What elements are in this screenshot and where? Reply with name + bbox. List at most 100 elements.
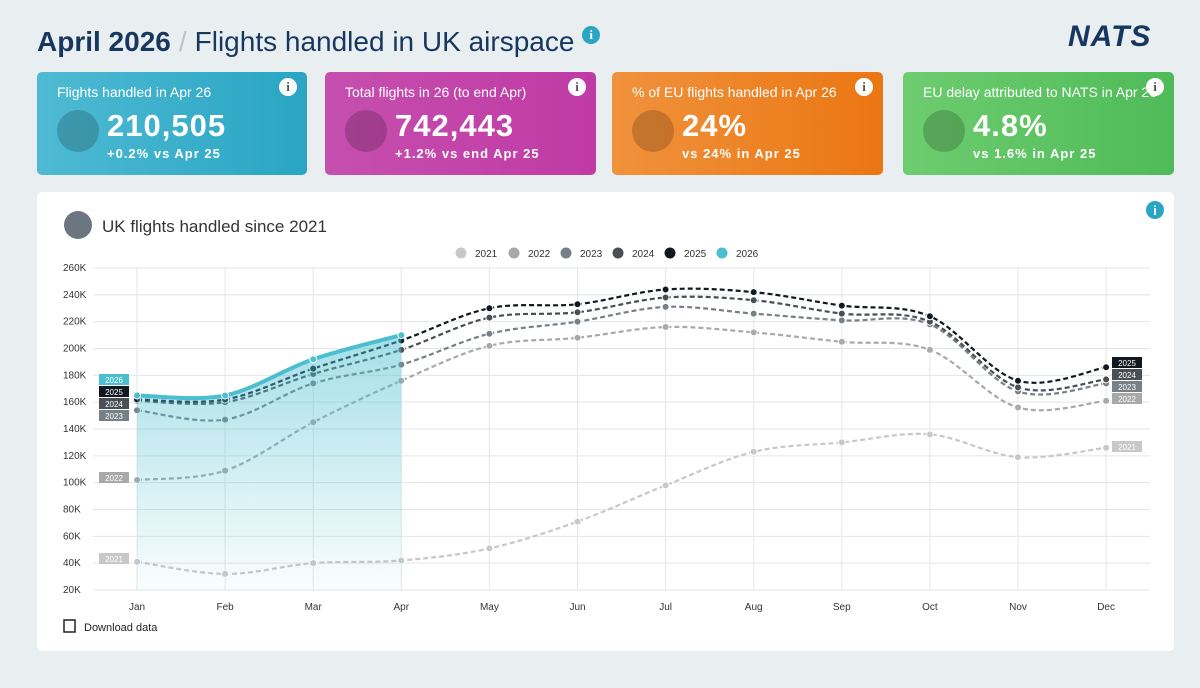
point: [573, 317, 582, 326]
point: [837, 337, 846, 346]
point: [1102, 396, 1111, 405]
point: [573, 333, 582, 342]
point: [309, 355, 318, 364]
x-tick-label: Apr: [394, 602, 410, 613]
info-icon[interactable]: i: [279, 78, 297, 96]
point: [837, 316, 846, 325]
point: [1014, 453, 1022, 462]
icon: [923, 110, 965, 152]
series-tag: [1112, 441, 1142, 452]
point: [1102, 375, 1111, 384]
series-line: [136, 333, 402, 401]
y-tick-label: 220K: [63, 317, 87, 328]
info-icon[interactable]: i: [568, 78, 586, 96]
series-tag-label: 2026: [105, 376, 123, 385]
series-line: [136, 325, 1107, 482]
legend-label: 2024: [632, 249, 655, 260]
area: [137, 335, 402, 590]
point: [749, 447, 758, 456]
separator: /: [178, 26, 187, 57]
point: [661, 293, 670, 302]
x-tick-label: Feb: [216, 602, 234, 613]
series-tag-label: 2024: [105, 400, 123, 409]
icon: [632, 110, 674, 152]
y-tick-label: 260K: [63, 263, 87, 274]
point: [485, 341, 494, 350]
series-tag-label: 2023: [1118, 383, 1136, 392]
y-tick-label: 100K: [63, 478, 87, 489]
point: [485, 304, 494, 313]
point: [221, 391, 230, 400]
legend-swatch: [664, 247, 676, 259]
card-change: vs 24% in Apr 25: [682, 146, 801, 161]
legend-swatch: [716, 247, 728, 259]
point: [573, 517, 582, 526]
download-icon[interactable]: [63, 619, 76, 633]
legend-item: 2023: [560, 247, 603, 260]
y-tick-label: 160K: [63, 397, 87, 408]
icon: [57, 110, 99, 152]
card-value: 210,505: [107, 108, 227, 143]
series-tag-label: 2025: [1118, 359, 1136, 368]
series-tag-label: 2023: [105, 412, 123, 421]
x-tick-label: Oct: [922, 602, 938, 613]
series-line: [136, 295, 1107, 405]
x-tick-label: Sep: [833, 602, 851, 613]
point: [749, 296, 758, 305]
kpi-card: Total flights in 26 (to end Apr) i 742,443…: [325, 72, 596, 175]
series-tag: [99, 386, 129, 397]
legend-label: 2021: [475, 249, 498, 260]
point: [925, 430, 934, 439]
chart-icon: [64, 211, 92, 239]
point: [133, 391, 141, 400]
point: [661, 481, 670, 490]
series-tag: [1112, 357, 1142, 368]
kpi-card: Flights handled in Apr 26 i 210,505 +0.2% v…: [37, 72, 307, 175]
x-tick-label: Dec: [1097, 602, 1115, 613]
legend-item: 2026: [716, 247, 759, 260]
series-tag-label: 2021: [1118, 443, 1136, 452]
y-tick-label: 180K: [63, 370, 87, 381]
x-tick-label: Nov: [1009, 602, 1027, 613]
info-icon[interactable]: [1146, 201, 1164, 219]
download-link[interactable]: Download data: [84, 622, 158, 634]
chart-title: UK flights handled since 2021: [102, 217, 327, 236]
series-tag-label: 2025: [105, 388, 123, 397]
info-icon[interactable]: i: [855, 78, 873, 96]
legend-swatch: [612, 247, 624, 259]
x-tick-label: Jul: [659, 602, 672, 613]
y-tick-label: 200K: [63, 344, 87, 355]
y-tick-label: 20K: [63, 585, 81, 596]
card-value: 4.8%: [973, 108, 1048, 143]
card-change: +0.2% vs Apr 25: [107, 146, 221, 161]
series-tag-label: 2022: [1118, 395, 1136, 404]
x-tick-label: Jun: [569, 602, 585, 613]
y-tick-label: 80K: [63, 505, 81, 516]
y-tick-label: 40K: [63, 558, 81, 569]
info-glyph[interactable]: i: [1153, 203, 1157, 218]
kpi-card: EU delay attributed to NATS in Apr 26 i 4.…: [903, 72, 1174, 175]
series-tag: [99, 398, 129, 409]
header: April 2026/Flights handled in UK airspac…: [37, 26, 601, 58]
x-tick-label: Mar: [305, 602, 323, 613]
legend-swatch: [455, 247, 467, 259]
subtitle: Flights handled in UK airspace: [194, 26, 575, 57]
card-title: Total flights in 26 (to end Apr): [345, 84, 527, 100]
legend-label: 2026: [736, 249, 759, 260]
legend-label: 2022: [528, 249, 551, 260]
y-tick-label: 120K: [63, 451, 87, 462]
series-line: [136, 287, 1107, 403]
point: [485, 544, 494, 553]
y-tick-label: 240K: [63, 290, 87, 301]
x-tick-label: May: [480, 602, 499, 613]
info-icon[interactable]: i: [1146, 78, 1164, 96]
info-icon[interactable]: i: [582, 26, 601, 44]
point: [749, 328, 758, 337]
y-tick-label: 60K: [63, 531, 81, 542]
series-tag: [1112, 381, 1142, 392]
card-change: +1.2% vs end Apr 25: [395, 146, 540, 161]
point: [661, 285, 670, 294]
point: [661, 302, 670, 311]
legend-item: 2024: [612, 247, 655, 260]
